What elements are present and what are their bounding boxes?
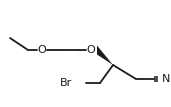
Text: O: O (87, 45, 95, 55)
Text: N: N (162, 74, 170, 84)
Polygon shape (97, 45, 113, 65)
Text: Br: Br (60, 78, 72, 88)
Text: O: O (38, 45, 46, 55)
